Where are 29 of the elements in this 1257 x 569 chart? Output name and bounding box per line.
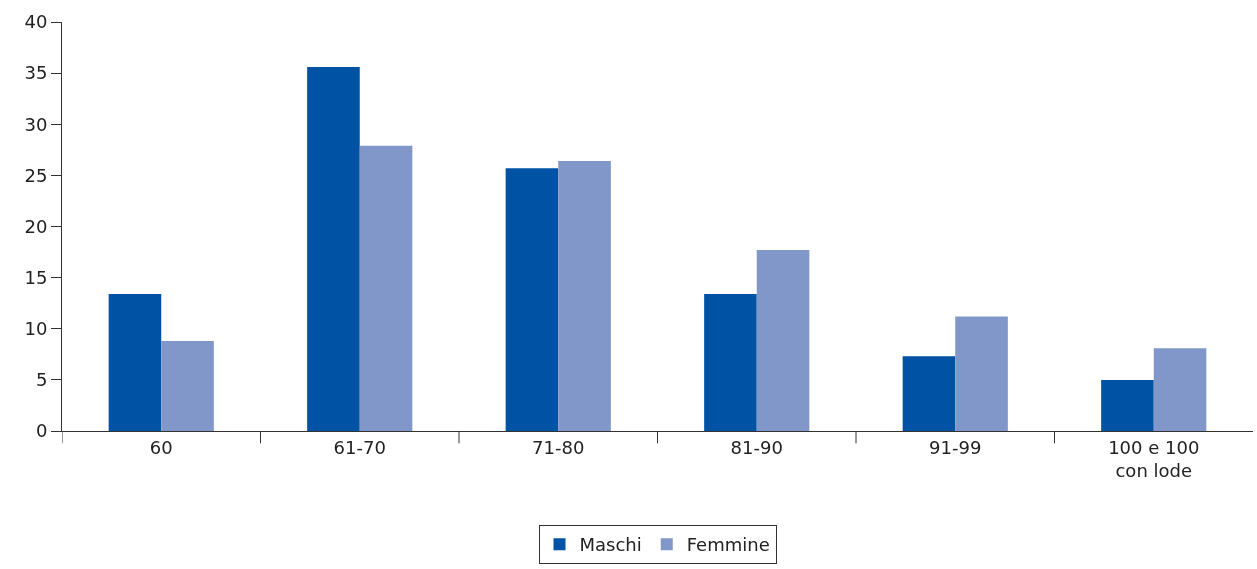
bar	[1101, 379, 1154, 431]
bar	[558, 161, 611, 431]
y-tick-label: 0	[35, 420, 48, 442]
bar	[902, 356, 956, 431]
y-tick-label: 10	[24, 318, 48, 340]
y-tick-label: 25	[24, 164, 48, 186]
x-tick-label: 60	[149, 436, 173, 458]
x-tick-label: 100 e 100 con lode	[1108, 436, 1200, 481]
legend-label: Maschi	[579, 534, 642, 556]
x-tick-label: 71-80	[532, 436, 585, 458]
bar	[955, 316, 1008, 431]
y-tick-label: 20	[24, 215, 48, 237]
x-tick-label: 81-90	[730, 436, 783, 458]
bar	[704, 293, 757, 431]
x-tick-label: 91-99	[929, 436, 982, 458]
x-tick-label: 61-70	[333, 436, 386, 458]
y-tick-label: 15	[24, 266, 48, 288]
y-tick-label: 5	[35, 369, 48, 391]
y-tick-label: 35	[24, 62, 48, 84]
bar	[756, 250, 810, 431]
legend-label: Femmine	[686, 534, 770, 556]
y-tick-label: 30	[24, 113, 48, 135]
bar	[161, 341, 214, 431]
bar	[1153, 348, 1207, 431]
bar	[359, 145, 413, 431]
y-tick-label: 40	[24, 11, 48, 33]
bar	[108, 293, 162, 431]
bar	[505, 168, 559, 431]
bar	[307, 66, 360, 431]
